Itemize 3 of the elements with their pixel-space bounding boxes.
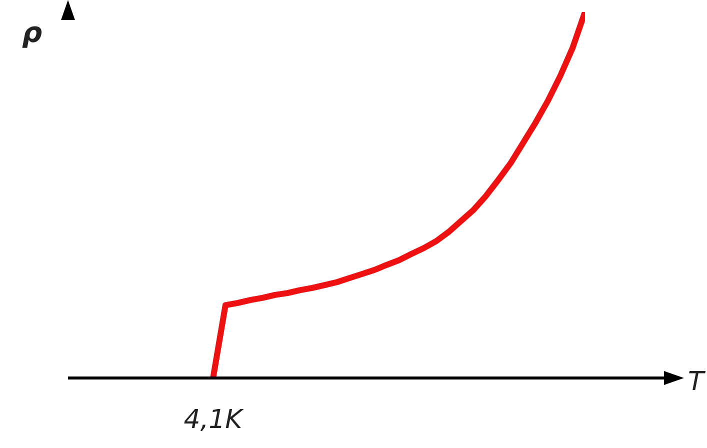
text: 4,1K — [184, 405, 244, 435]
x-axis-title: T — [688, 367, 706, 397]
text: ρ — [22, 16, 42, 49]
